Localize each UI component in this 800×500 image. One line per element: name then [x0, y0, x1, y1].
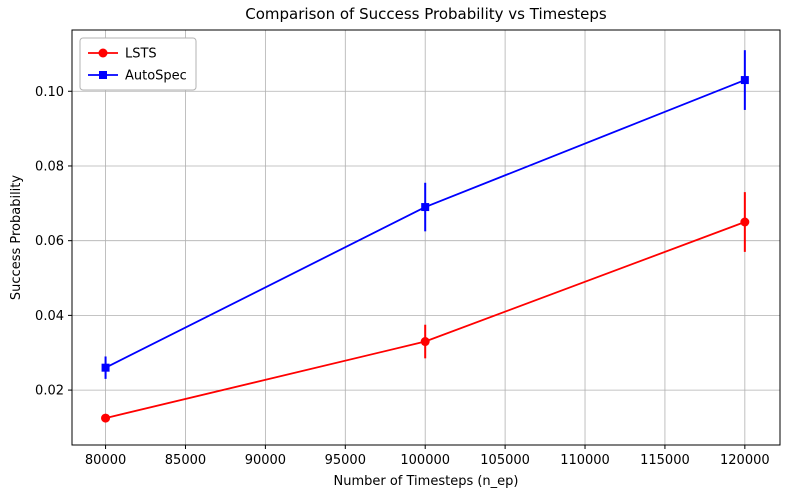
y-tick-label: 0.04	[35, 309, 64, 324]
legend-marker-square	[99, 71, 107, 79]
legend-label: LSTS	[125, 47, 157, 62]
y-tick-label: 0.08	[35, 159, 64, 174]
legend-marker-circle	[98, 48, 108, 58]
y-tick-label: 0.02	[35, 384, 64, 399]
x-tick-label: 115000	[640, 453, 690, 468]
x-tick-label: 105000	[480, 453, 530, 468]
x-tick-label: 90000	[245, 453, 286, 468]
legend-box	[79, 37, 197, 91]
data-point-circle	[420, 337, 430, 347]
y-axis-label: Success Probability	[9, 175, 24, 300]
data-point-square	[101, 363, 110, 372]
x-tick-label: 85000	[165, 453, 206, 468]
data-point-circle	[740, 217, 750, 227]
y-tick-label: 0.06	[35, 234, 64, 249]
x-tick-label: 100000	[400, 453, 450, 468]
x-tick-label: 80000	[85, 453, 126, 468]
chart-title: Comparison of Success Probability vs Tim…	[245, 5, 607, 23]
x-tick-label: 110000	[560, 453, 610, 468]
legend-label: AutoSpec	[125, 69, 187, 84]
plot-frame	[71, 29, 781, 446]
x-tick-label: 95000	[325, 453, 366, 468]
x-axis-label: Number of Timesteps (n_ep)	[334, 474, 519, 489]
y-tick-label: 0.10	[35, 85, 64, 100]
data-point-square	[421, 203, 430, 212]
data-point-circle	[101, 413, 111, 423]
data-point-square	[740, 76, 749, 85]
x-tick-label: 120000	[720, 453, 770, 468]
plot-background	[72, 30, 780, 445]
